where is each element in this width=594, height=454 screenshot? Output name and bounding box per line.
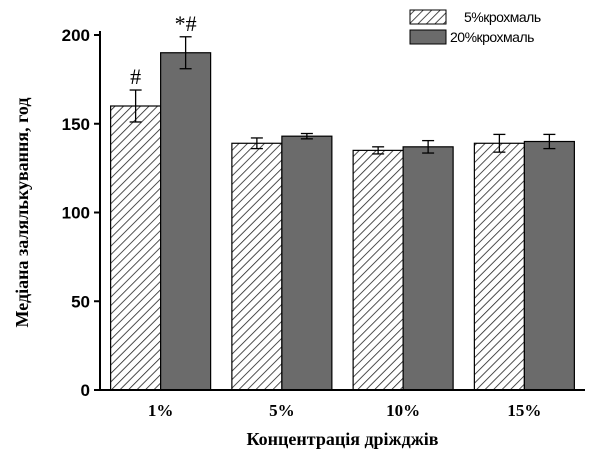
error-bar-1-2 xyxy=(422,139,435,154)
axes-layer: 1% 5% 10% 15% 0 50 100 150 200 xyxy=(62,26,585,420)
bar-series1-1 xyxy=(231,142,283,391)
error-bar-0-2 xyxy=(372,146,385,155)
error-bar-0-0 xyxy=(129,89,142,123)
error-bar-0-3 xyxy=(493,133,506,153)
x-tick-label-1: 5% xyxy=(269,401,295,420)
y-tick-label-3: 150 xyxy=(62,115,90,134)
y-axis-title: Медіана залялькування, год xyxy=(12,98,32,328)
bar-series2-1 xyxy=(281,135,333,391)
legend-item-1: 20%крохмаль xyxy=(409,29,535,45)
x-tick-label-3: 15% xyxy=(507,401,541,420)
legend-label-0: 5%крохмаль xyxy=(464,9,541,25)
x-tick-label-0: 1% xyxy=(148,401,174,420)
legend-swatch-1 xyxy=(409,29,447,45)
bar-series1-3 xyxy=(473,142,525,391)
bar-series1-0 xyxy=(110,105,162,391)
x-tick-label-2: 10% xyxy=(386,401,420,420)
y-tick-label-0: 0 xyxy=(81,381,90,400)
error-bar-1-0 xyxy=(179,36,192,70)
legend-swatch-0 xyxy=(409,9,447,25)
significance-mark-1-0: *# xyxy=(175,11,197,36)
y-tick-label-1: 50 xyxy=(71,292,90,311)
bars-layer: # *# xyxy=(110,11,575,391)
bar-series2-3 xyxy=(523,140,575,391)
error-bar-1-3 xyxy=(543,133,556,150)
legend-label-1: 20%крохмаль xyxy=(450,29,534,45)
significance-mark-0-0: # xyxy=(130,64,141,89)
bar-series2-2 xyxy=(402,146,454,391)
x-axis-title: Концентрація дріжджів xyxy=(247,429,439,449)
y-tick-label-4: 200 xyxy=(62,26,90,45)
legend: 5%крохмаль 20%крохмаль xyxy=(409,9,541,45)
error-bar-1-1 xyxy=(300,132,313,140)
bar-series2-0 xyxy=(160,52,212,391)
legend-item-0: 5%крохмаль xyxy=(409,9,541,25)
error-bar-0-1 xyxy=(250,137,263,150)
bar-series1-2 xyxy=(352,149,404,391)
y-tick-label-2: 100 xyxy=(62,204,90,223)
